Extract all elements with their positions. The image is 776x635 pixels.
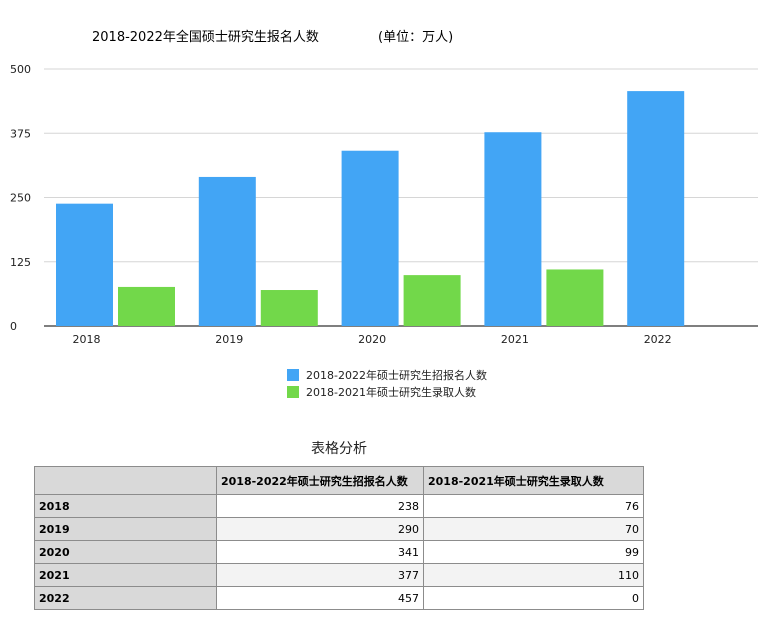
x-tick-label: 2021 (501, 333, 529, 346)
row-label: 2020 (34, 540, 217, 564)
row-label: 2022 (34, 586, 217, 610)
y-tick-label: 375 (10, 127, 31, 140)
cell-admitted: 76 (423, 494, 644, 518)
cell-applicants: 377 (216, 563, 424, 587)
row-label: 2019 (34, 517, 217, 541)
cell-admitted: 99 (423, 540, 644, 564)
bar-chart: 2018-2022年全国硕士研究生报名人数 (单位：万人) 0 125 250 375… (10, 29, 758, 399)
table-header-admitted: 2018-2021年硕士研究生录取人数 (423, 466, 644, 495)
bar-applicants-2019 (198, 176, 256, 326)
x-tick-label: 2022 (644, 333, 672, 346)
row-label: 2018 (34, 494, 217, 518)
row-label: 2021 (34, 563, 217, 587)
table-row: 2019 290 70 (34, 517, 644, 541)
legend-swatch (287, 386, 299, 398)
bar-admitted-2020 (403, 275, 461, 326)
bar-applicants-2020 (341, 150, 399, 326)
bar-admitted-2018 (118, 286, 175, 326)
y-tick-label: 500 (10, 63, 31, 76)
cell-admitted: 110 (423, 563, 644, 587)
y-tick-label: 0 (10, 320, 17, 333)
cell-admitted: 70 (423, 517, 644, 541)
cell-applicants: 238 (216, 494, 424, 518)
cell-admitted: 0 (423, 586, 644, 610)
x-tick-label: 2018 (73, 333, 101, 346)
table-header-row: 2018-2022年硕士研究生招报名人数 2018-2021年硕士研究生录取人数 (34, 466, 644, 495)
y-tick-label: 125 (10, 256, 31, 269)
legend-label: 2018-2022年硕士研究生招报名人数 (306, 368, 487, 382)
table-header-applicants: 2018-2022年硕士研究生招报名人数 (216, 466, 424, 495)
table-row: 2020 341 99 (34, 540, 644, 564)
bar-admitted-2019 (260, 290, 318, 326)
cell-applicants: 341 (216, 540, 424, 564)
table-row: 2021 377 110 (34, 563, 644, 587)
table-caption: 表格分析 (311, 441, 367, 457)
table-row: 2022 457 0 (34, 586, 644, 610)
data-table: 2018-2022年硕士研究生招报名人数 2018-2021年硕士研究生录取人数… (34, 466, 644, 610)
cell-applicants: 457 (216, 586, 424, 610)
chart-unit: (单位：万人) (378, 30, 453, 45)
legend-swatch (287, 369, 299, 381)
table-corner-cell (34, 466, 217, 495)
legend-label: 2018-2021年硕士研究生录取人数 (306, 385, 476, 399)
bar-applicants-2018 (56, 203, 113, 326)
x-tick-label: 2020 (358, 333, 386, 346)
table-row: 2018 238 76 (34, 494, 644, 518)
chart-title: 2018-2022年全国硕士研究生报名人数 (92, 29, 319, 45)
bar-applicants-2021 (484, 132, 542, 326)
bar-applicants-2022 (627, 91, 685, 327)
y-tick-label: 250 (10, 192, 31, 205)
bar-admitted-2021 (546, 269, 604, 326)
x-tick-label: 2019 (215, 333, 243, 346)
cell-applicants: 290 (216, 517, 424, 541)
